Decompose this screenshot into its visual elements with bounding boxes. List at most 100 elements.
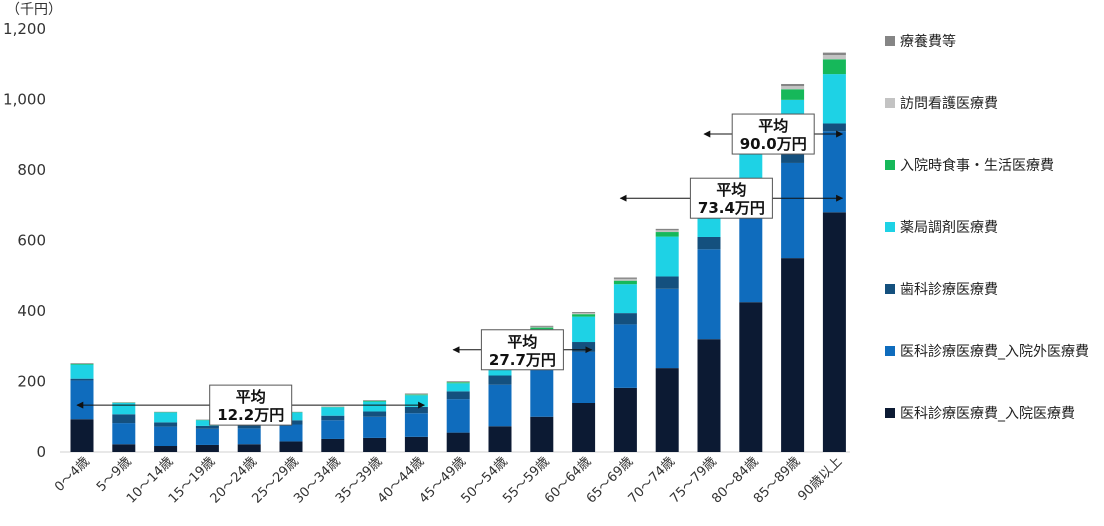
legend-label: 歯科診療医療費 (900, 281, 998, 298)
bar-segment (613, 280, 637, 285)
bar-segment (697, 339, 721, 452)
bar-segment (822, 59, 846, 75)
bar-segment (530, 363, 554, 417)
bar-segment (321, 407, 345, 416)
average-label-box (480, 329, 564, 371)
bar-segment (822, 131, 846, 213)
bar-segment (613, 387, 637, 452)
bar-segment (321, 415, 345, 421)
bar-segment (446, 381, 470, 382)
bar-segment (446, 382, 470, 384)
bar-segment (572, 313, 596, 315)
bar-segment (613, 324, 637, 388)
y-tick-label: 0 (36, 443, 46, 461)
bar-segment (70, 363, 94, 364)
bar-segment (321, 438, 345, 452)
bar-segment (237, 444, 261, 452)
bar-segment (613, 284, 637, 314)
bar-segment (781, 258, 805, 452)
average-label-box (731, 113, 815, 155)
bar-segment (446, 399, 470, 433)
bar-segment (613, 277, 637, 279)
legend-swatch (885, 98, 895, 108)
y-tick-label: 400 (17, 302, 46, 320)
bar-segment (572, 314, 596, 317)
bar-segment (488, 375, 512, 385)
bar-segment (530, 327, 554, 330)
bar-segment (321, 420, 345, 439)
bar-segment (112, 403, 136, 415)
legend-label: 訪問看護医療費 (900, 95, 998, 112)
x-tick-label: 90歳以上 (795, 454, 845, 504)
bar-segment (112, 444, 136, 452)
bar-segment (781, 89, 805, 100)
bar-segment (446, 391, 470, 400)
bar-segment (781, 86, 805, 90)
bar-segment (572, 342, 596, 352)
bar-segment (195, 425, 219, 429)
bars (70, 52, 846, 452)
bar-segment (154, 422, 178, 427)
legend-swatch (885, 160, 895, 170)
bar-segment (572, 316, 596, 343)
average-label-title: 平均 (716, 181, 746, 199)
bar-segment (195, 420, 219, 426)
legend-label: 医科診療医療費_入院外医療費 (900, 343, 1089, 360)
bar-segment (404, 394, 428, 396)
bar-segment (154, 446, 178, 452)
legend-label: 薬局調剤医療費 (900, 219, 998, 236)
bar-segment (655, 228, 679, 231)
x-tick-label: 5～9歳 (94, 454, 135, 495)
x-axis: 0～4歳 5～9歳10～14歳15～19歳20～24歳25～29歳30～34歳35… (52, 454, 845, 506)
bar-segment (112, 423, 136, 445)
average-label-box (209, 384, 293, 426)
bar-segment (739, 302, 763, 452)
x-tick-label: 0～4歳 (52, 454, 93, 495)
legend-swatch (885, 222, 895, 232)
legend-label: 入院時食事・生活医療費 (900, 157, 1054, 174)
bar-segment (781, 83, 805, 87)
bar-segment (195, 444, 219, 452)
average-label-value: 12.2万円 (217, 406, 284, 424)
bar-segment (613, 313, 637, 325)
bar-segment (70, 363, 94, 365)
legend-swatch (885, 36, 895, 46)
legend-swatch (885, 284, 895, 294)
bar-segment (363, 437, 387, 452)
bar-segment (655, 288, 679, 369)
bar-segment (488, 384, 512, 427)
bar-segment (404, 406, 428, 414)
bar-segment (237, 424, 261, 429)
average-label-title: 平均 (507, 333, 537, 351)
bar-segment (822, 212, 846, 452)
bar-segment (655, 276, 679, 289)
bar-segment (697, 249, 721, 340)
legend-label: 療養費等 (900, 33, 956, 50)
bar-segment (363, 411, 387, 417)
bar-segment (404, 395, 428, 407)
legend-swatch (885, 346, 895, 356)
bar-segment (70, 378, 94, 381)
bar-segment (822, 52, 846, 56)
bar-segment (154, 412, 178, 423)
bar-segment (363, 401, 387, 412)
y-tick-label: 600 (17, 232, 46, 250)
bar-segment (154, 426, 178, 447)
bar-segment (822, 74, 846, 124)
bar-segment (363, 400, 387, 401)
bar-segment (655, 232, 679, 237)
bar-segment (404, 436, 428, 452)
legend-label: 医科診療医療費_入院医療費 (900, 405, 1075, 422)
y-tick-label: 200 (17, 373, 46, 391)
y-tick-label: 1,200 (3, 20, 46, 38)
y-tick-label: 800 (17, 161, 46, 179)
y-tick-label: 1,000 (3, 91, 46, 109)
average-label-box (689, 177, 773, 219)
legend: 療養費等訪問看護医療費入院時食事・生活医療費薬局調剤医療費歯科診療医療費医科診療… (885, 33, 1089, 422)
bar-segment (822, 55, 846, 60)
y-axis: 0 200 400 600 800 1,000 1,200 (3, 20, 46, 461)
bar-segment (739, 196, 763, 303)
bar-segment (404, 413, 428, 437)
